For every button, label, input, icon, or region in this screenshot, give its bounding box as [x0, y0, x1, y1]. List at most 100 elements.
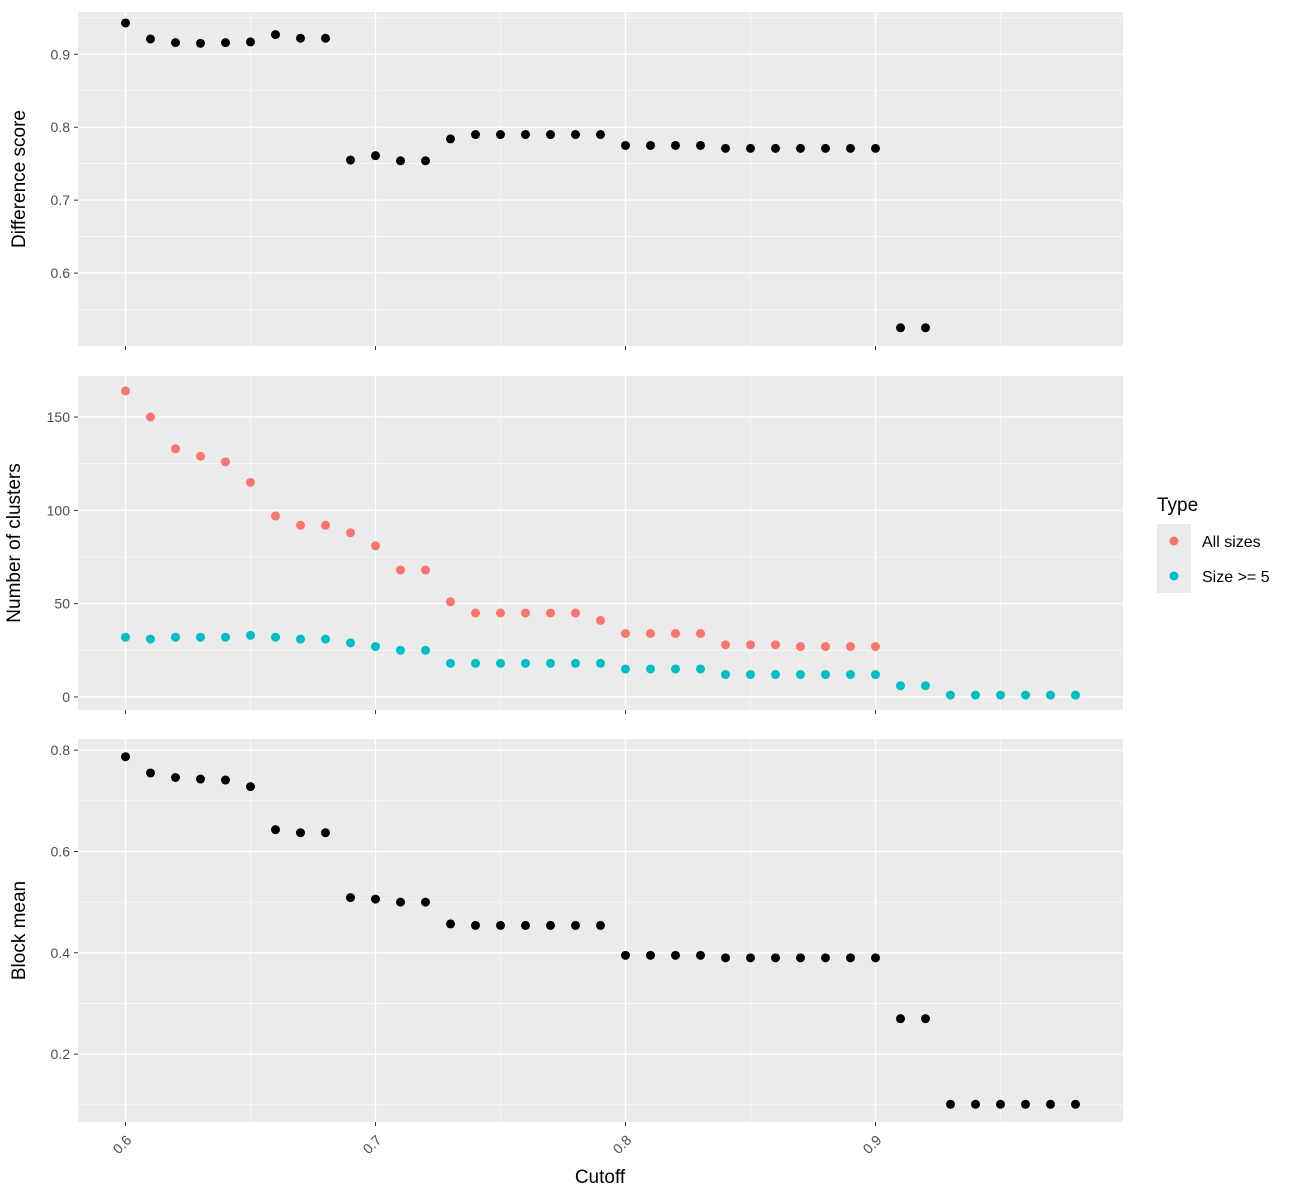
data-point	[371, 541, 380, 551]
data-point	[271, 632, 280, 642]
data-point	[221, 632, 230, 642]
data-point	[921, 1014, 930, 1024]
panel-background	[78, 739, 1123, 1122]
data-point	[321, 33, 330, 43]
data-point	[521, 130, 530, 140]
data-point	[571, 920, 580, 930]
panel-background	[78, 12, 1123, 346]
data-point	[421, 156, 430, 166]
y-tick-label: 0.9	[51, 46, 71, 62]
data-point	[146, 412, 155, 422]
data-point	[321, 520, 330, 530]
legend-label-size-5: Size >= 5	[1202, 569, 1270, 586]
data-point	[721, 143, 730, 153]
legend-key-all-sizes	[1169, 536, 1179, 546]
data-point	[946, 690, 955, 700]
data-point	[821, 953, 830, 963]
y-tick-label: 0.7	[51, 192, 71, 208]
data-point	[346, 638, 355, 648]
data-point	[921, 323, 930, 333]
data-point	[171, 773, 180, 783]
y-tick-label: 0.2	[51, 1046, 71, 1062]
data-point	[446, 919, 455, 929]
data-point	[321, 634, 330, 644]
data-point	[721, 670, 730, 680]
data-point	[171, 632, 180, 642]
data-point	[846, 642, 855, 652]
legend-key-size-5	[1169, 571, 1179, 581]
data-point	[746, 953, 755, 963]
y-tick-label: 0.8	[51, 119, 71, 135]
legend-key-background	[1157, 524, 1191, 593]
data-point	[521, 608, 530, 618]
y-tick-label: 100	[47, 502, 71, 518]
data-point	[646, 628, 655, 638]
data-point	[721, 953, 730, 963]
data-point	[546, 130, 555, 140]
data-point	[696, 950, 705, 960]
x-tick-label: 0.9	[859, 1132, 884, 1157]
data-point	[471, 658, 480, 668]
data-point	[521, 920, 530, 930]
series-all-sizes	[121, 386, 880, 652]
legend-label-all-sizes: All sizes	[1202, 534, 1261, 551]
data-point	[646, 950, 655, 960]
data-point	[1021, 1099, 1030, 1109]
y-tick-label: 0.8	[51, 742, 71, 758]
data-point	[346, 155, 355, 165]
x-tick-label: 0.7	[359, 1132, 384, 1157]
data-point	[571, 130, 580, 140]
data-point	[446, 658, 455, 668]
panel-background	[78, 376, 1123, 710]
data-point	[896, 681, 905, 691]
y-tick-label: 50	[54, 596, 70, 612]
data-point	[121, 18, 130, 28]
data-point	[571, 658, 580, 668]
data-point	[171, 444, 180, 454]
data-point	[271, 30, 280, 40]
data-point	[546, 608, 555, 618]
data-point	[996, 1099, 1005, 1109]
data-point	[271, 511, 280, 521]
data-point	[796, 143, 805, 153]
data-point	[446, 597, 455, 607]
data-point	[971, 690, 980, 700]
y-tick-label: 0.6	[51, 265, 71, 281]
data-point	[271, 825, 280, 835]
y-tick-label: 0.4	[51, 945, 71, 961]
data-point	[121, 632, 130, 642]
data-point	[571, 608, 580, 618]
data-point	[1071, 690, 1080, 700]
data-point	[896, 323, 905, 333]
data-point	[346, 893, 355, 903]
data-point	[146, 34, 155, 44]
data-point	[1021, 690, 1030, 700]
data-point	[596, 615, 605, 625]
data-point	[671, 950, 680, 960]
data-point	[396, 897, 405, 907]
data-point	[846, 143, 855, 153]
data-point	[471, 920, 480, 930]
data-point	[1071, 1099, 1080, 1109]
data-point	[221, 457, 230, 467]
data-point	[696, 664, 705, 674]
data-point	[621, 950, 630, 960]
data-point	[846, 953, 855, 963]
data-point	[696, 140, 705, 150]
data-point	[496, 658, 505, 668]
data-point	[771, 640, 780, 650]
y-tick-label: 150	[47, 409, 71, 425]
data-point	[421, 645, 430, 655]
panel-difference-score: 0.6 0.7 0.8 0.9 Difference score	[9, 12, 1123, 350]
data-point	[546, 920, 555, 930]
data-point	[246, 477, 255, 487]
data-point	[496, 130, 505, 140]
data-point	[846, 670, 855, 680]
data-point	[771, 953, 780, 963]
data-point	[671, 628, 680, 638]
y-axis-title: Number of clusters	[4, 463, 25, 622]
data-point	[821, 642, 830, 652]
data-point	[971, 1099, 980, 1109]
data-point	[771, 143, 780, 153]
